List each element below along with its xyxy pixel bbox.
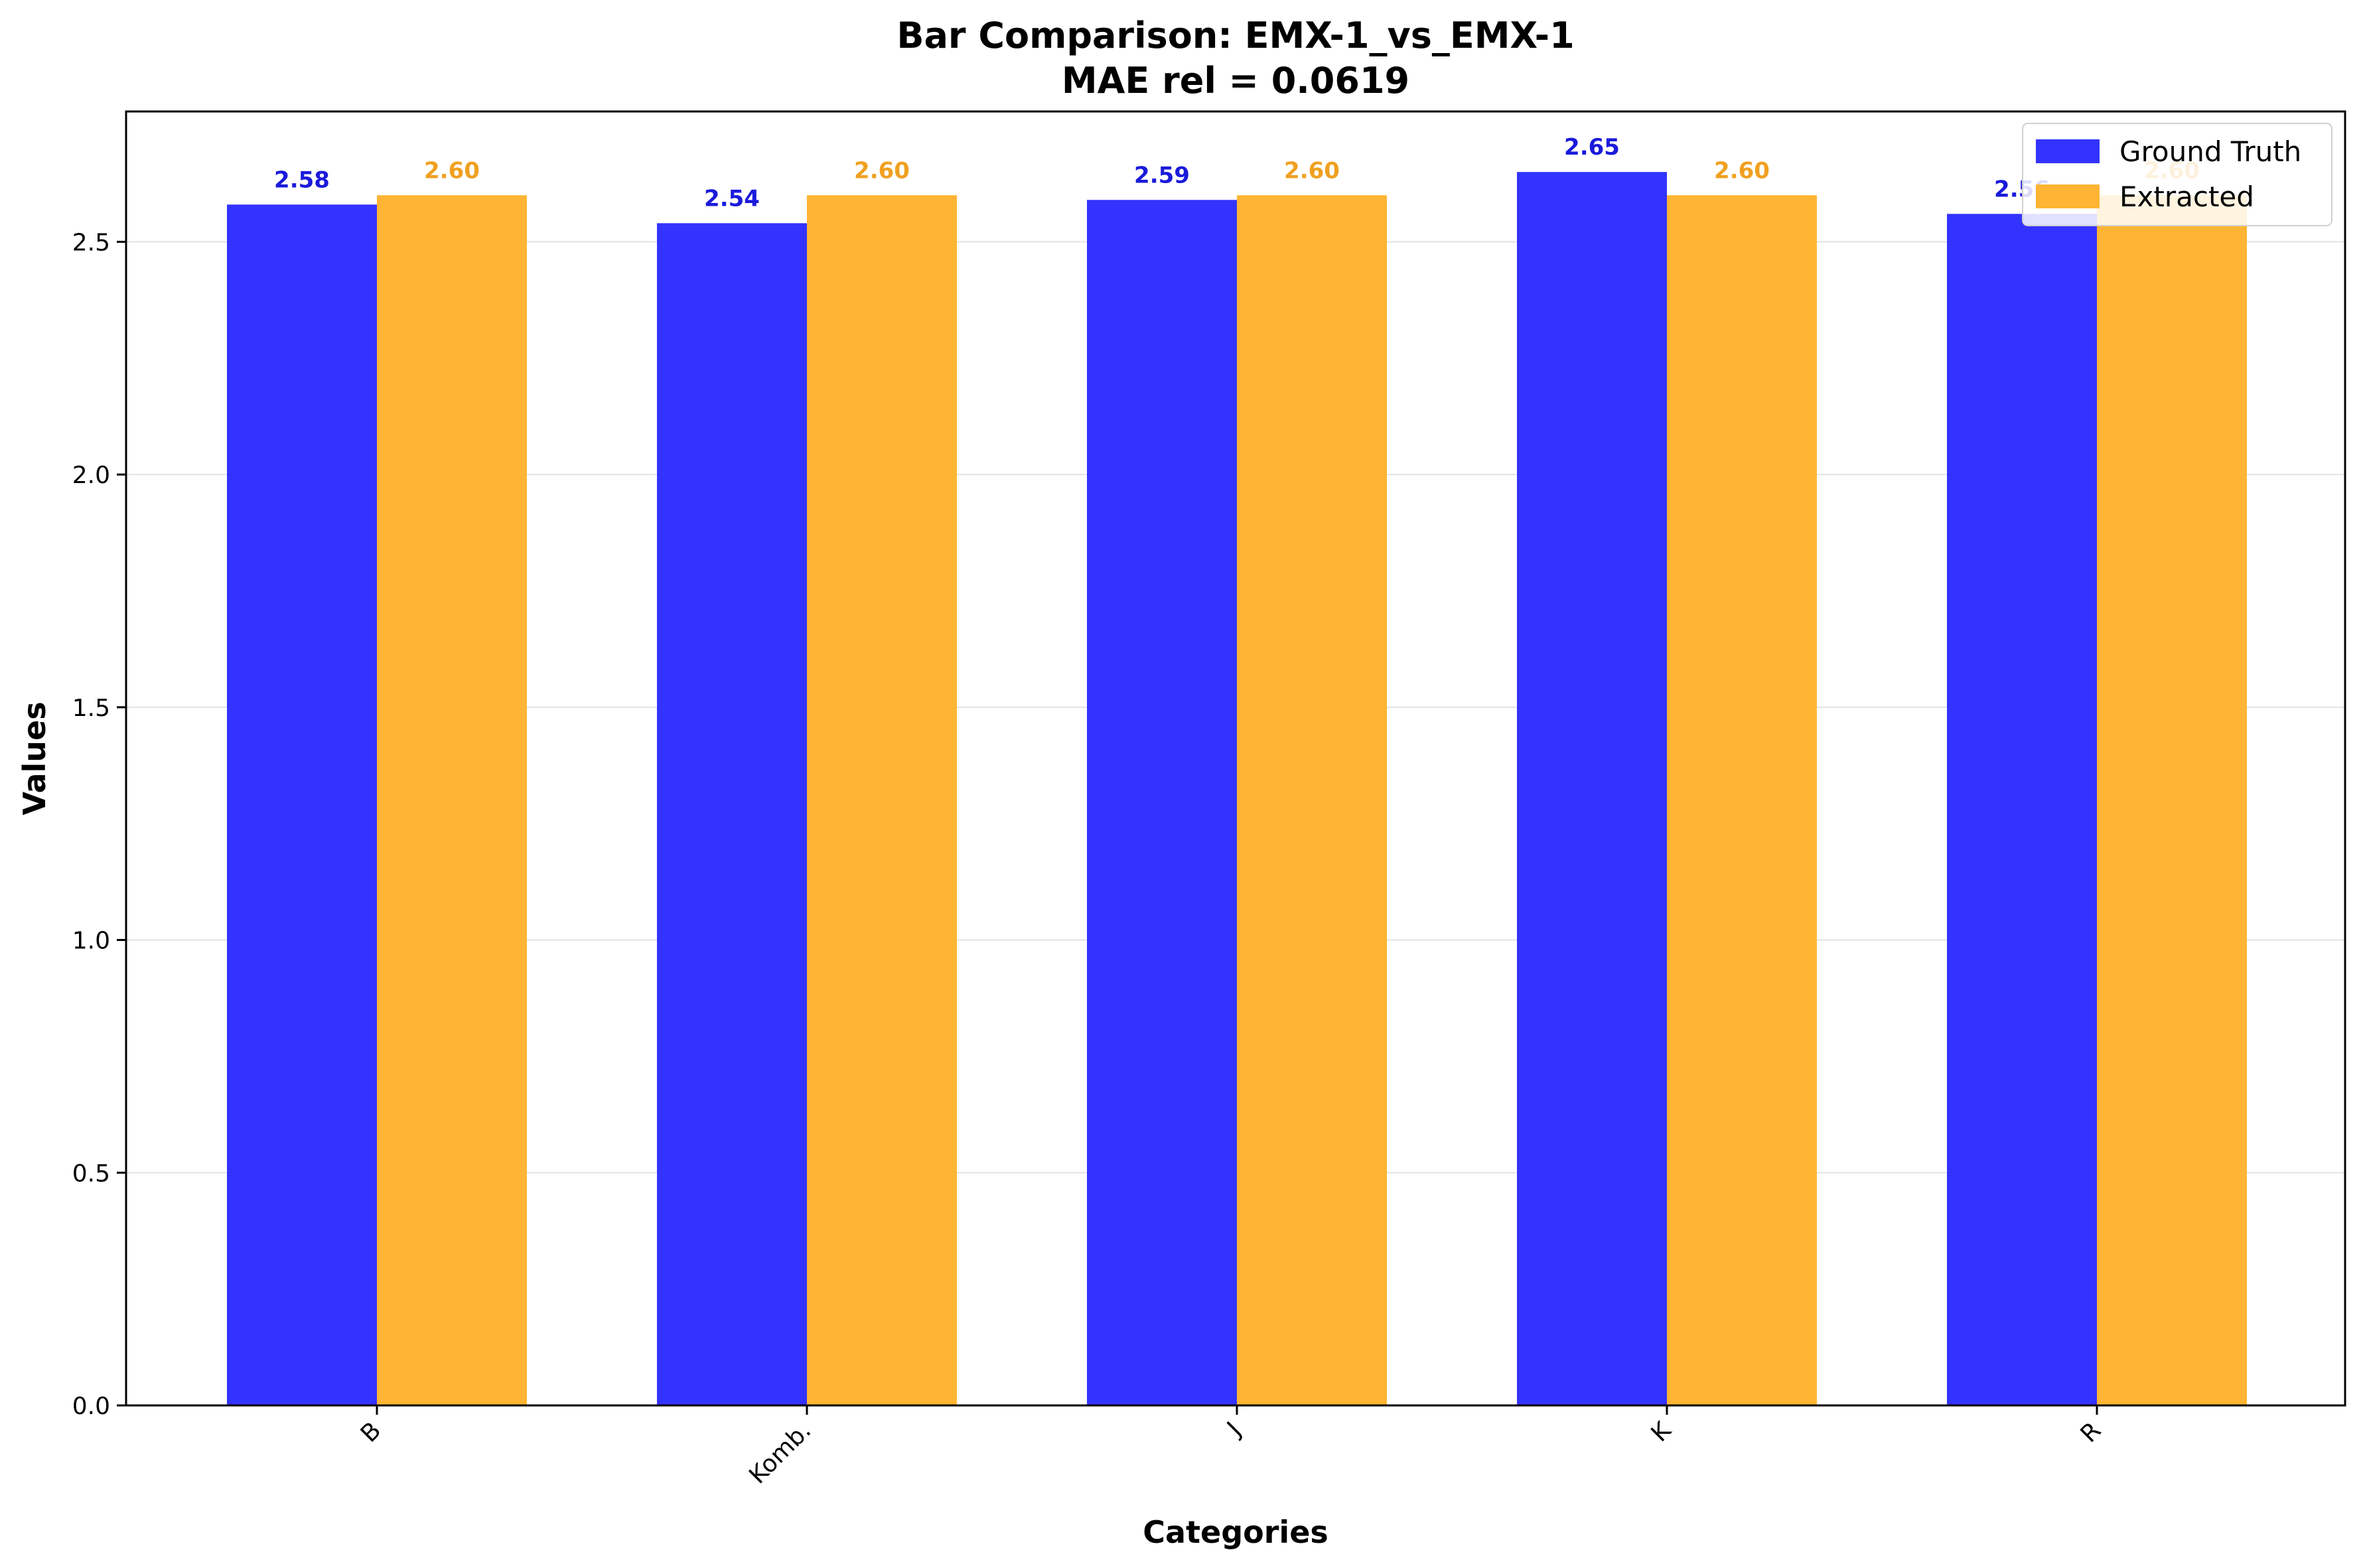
y-axis-ticks: 0.0 0.5 1.0 1.5 2.0 2.5 <box>72 229 126 1420</box>
data-label: 2.60 <box>424 157 480 184</box>
legend-label-ground-truth: Ground Truth <box>2119 135 2301 168</box>
y-axis-label: Values <box>17 701 52 815</box>
bar-ground-truth-r <box>1947 214 2097 1406</box>
y-tick-label: 2.5 <box>72 229 110 256</box>
legend: Ground Truth Extracted <box>2022 123 2332 226</box>
bar-extracted-komb <box>807 195 957 1405</box>
plot-frame <box>125 110 2346 1407</box>
y-tick-label: 0.5 <box>72 1160 110 1187</box>
chart-title: Bar Comparison: EMX-1_vs_EMX-1 <box>896 15 1574 56</box>
bar-extracted-j <box>1237 195 1387 1405</box>
bar-ground-truth-b <box>227 204 377 1405</box>
bar-ground-truth-komb <box>657 223 807 1405</box>
y-tick-label: 2.0 <box>72 462 110 489</box>
y-tick-label: 0.0 <box>72 1393 110 1420</box>
data-label: 2.58 <box>274 167 330 193</box>
legend-label-extracted: Extracted <box>2119 180 2254 213</box>
data-label: 2.60 <box>1284 157 1340 184</box>
data-label: 2.54 <box>704 185 760 212</box>
legend-swatch-extracted <box>2036 184 2100 208</box>
data-label: 2.59 <box>1134 162 1190 188</box>
bar-extracted-k <box>1667 195 1817 1405</box>
bar-extracted-r <box>2097 195 2247 1405</box>
bars <box>227 172 2247 1406</box>
bar-ground-truth-k <box>1517 172 1667 1406</box>
bar-extracted-b <box>377 195 527 1405</box>
chart-subtitle: MAE rel = 0.0619 <box>1062 60 1409 102</box>
y-tick-label: 1.0 <box>72 928 110 955</box>
data-label: 2.60 <box>854 157 910 184</box>
y-tick-label: 1.5 <box>72 695 110 722</box>
bar-ground-truth-j <box>1087 200 1237 1405</box>
data-label: 2.65 <box>1564 134 1620 161</box>
legend-swatch-ground-truth <box>2036 139 2100 163</box>
x-axis-label: Categories <box>1143 1514 1328 1550</box>
data-label: 2.60 <box>1714 157 1770 184</box>
legend-box <box>2022 123 2332 226</box>
